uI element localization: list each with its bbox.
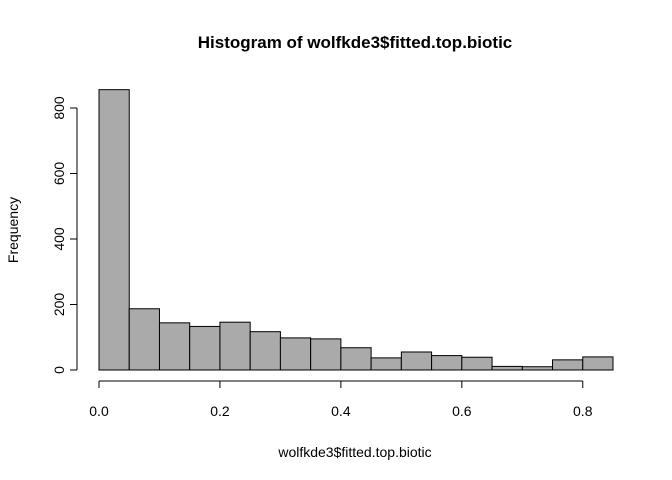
histogram-bar (521, 366, 554, 371)
histogram-bar (370, 357, 402, 371)
y-axis: 0 200 400 600 800 (51, 96, 78, 374)
histogram-bar (249, 331, 281, 371)
histogram-bar (310, 338, 342, 371)
y-tick-label: 0 (51, 366, 67, 374)
histogram-bar (98, 89, 130, 371)
bars-group (98, 89, 614, 371)
y-tick-label: 600 (51, 162, 67, 186)
histogram-bar (431, 355, 463, 371)
chart-title: Histogram of wolfkde3$fitted.top.biotic (198, 33, 513, 52)
y-tick-label: 400 (51, 227, 67, 251)
y-tick-label: 800 (51, 96, 67, 120)
x-axis: 0.0 0.2 0.4 0.6 0.8 (89, 380, 593, 419)
histogram-bar (552, 359, 584, 371)
y-axis-label: Frequency (5, 197, 21, 263)
x-tick-label: 0.2 (210, 403, 230, 419)
histogram-bar (461, 356, 493, 371)
histogram-bar (128, 308, 160, 371)
x-tick-label: 0.4 (331, 403, 351, 419)
histogram-bar (189, 325, 221, 371)
histogram-bar (491, 365, 523, 371)
histogram-bar (400, 351, 433, 371)
x-axis-label: wolfkde3$fitted.top.biotic (277, 444, 431, 460)
x-tick-label: 0.6 (452, 403, 472, 419)
histogram-bar (340, 347, 372, 371)
x-tick-label: 0.8 (573, 403, 593, 419)
histogram-bar (219, 321, 251, 371)
histogram-bar (582, 356, 614, 371)
histogram-bar (279, 337, 312, 371)
x-tick-label: 0.0 (89, 403, 109, 419)
histogram-bar (158, 322, 191, 371)
y-tick-label: 200 (51, 293, 67, 317)
